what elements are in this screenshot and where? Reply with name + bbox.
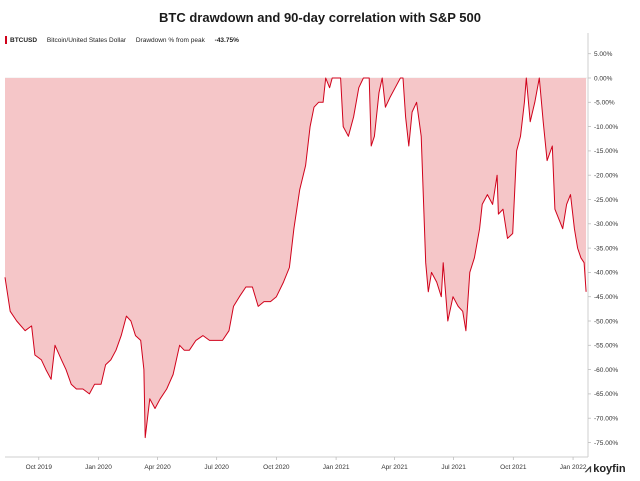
y-tick-label: -20.00% xyxy=(594,173,618,180)
x-tick-label: Jul 2020 xyxy=(204,464,229,471)
chart-title: BTC drawdown and 90-day correlation with… xyxy=(159,10,481,25)
x-tick-label: Apr 2021 xyxy=(381,464,408,471)
brand-logo: ⩘ koyfin xyxy=(585,463,626,476)
y-tick-label: -55.00% xyxy=(594,343,618,350)
x-tick-label: Jul 2021 xyxy=(441,464,466,471)
legend-series-name: Bitcoin/United States Dollar xyxy=(46,36,127,44)
y-tick-label: -60.00% xyxy=(594,367,618,374)
x-tick-label: Jan 2020 xyxy=(85,464,112,471)
y-tick-label: -50.00% xyxy=(594,318,618,325)
legend-value: -43.75% xyxy=(214,36,239,44)
y-tick-label: -75.00% xyxy=(594,440,618,447)
line-layer xyxy=(4,77,587,439)
x-tick-label: Jan 2022 xyxy=(560,464,587,471)
drawdown-area xyxy=(5,78,587,438)
y-tick-label: -5.00% xyxy=(594,100,615,107)
y-tick-label: -25.00% xyxy=(594,197,618,204)
y-tick-label: 0.00% xyxy=(594,75,613,82)
koyfin-logo-icon: ⩘ xyxy=(585,463,592,475)
x-axis: Oct 2019 Jan 2020 Apr 2020 Jul 2020 Oct 2020… xyxy=(26,457,587,471)
y-tick-label: -65.00% xyxy=(594,391,618,398)
legend-metric: Drawdown % from peak xyxy=(135,36,205,44)
y-tick-label: -35.00% xyxy=(594,245,618,252)
x-tick-label: Apr 2020 xyxy=(144,464,171,471)
y-tick-label: -15.00% xyxy=(594,148,618,155)
y-tick-label: -70.00% xyxy=(594,416,618,423)
area-layer xyxy=(5,78,587,438)
legend-symbol[interactable]: BTCUSD xyxy=(10,36,38,44)
y-tick-label: -45.00% xyxy=(594,294,618,301)
drawdown-line xyxy=(4,77,587,439)
legend: BTCUSD Bitcoin/United States Dollar Draw… xyxy=(5,36,247,44)
brand-name: koyfin xyxy=(593,463,626,475)
y-tick-label: 5.00% xyxy=(594,51,613,58)
legend-swatch xyxy=(5,36,7,44)
x-tick-label: Oct 2019 xyxy=(26,464,53,471)
x-tick-label: Jan 2021 xyxy=(323,464,350,471)
y-tick-label: -10.00% xyxy=(594,124,618,131)
x-tick-label: Oct 2021 xyxy=(500,464,527,471)
x-tick-label: Oct 2020 xyxy=(263,464,290,471)
y-tick-label: -40.00% xyxy=(594,270,618,277)
y-axis: 5.00% 0.00% -5.00% -10.00% -15.00% -20.00% -25… xyxy=(588,51,618,447)
y-tick-label: -30.00% xyxy=(594,221,618,228)
